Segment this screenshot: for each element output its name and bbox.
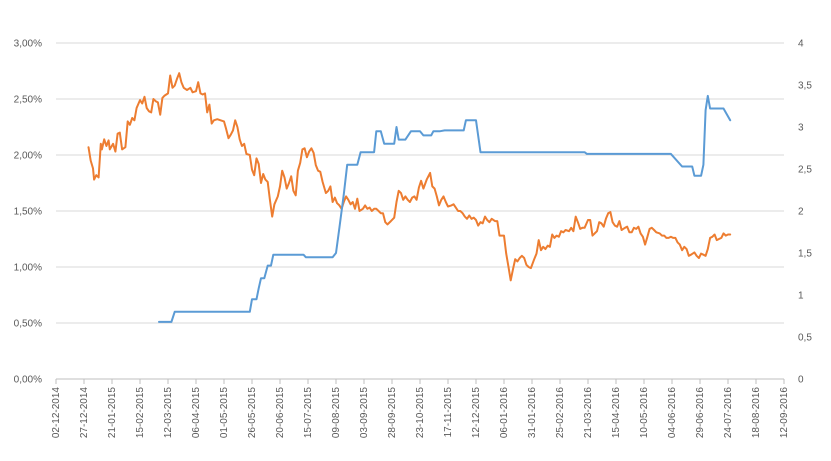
x-tick-label: 29-06-2016: [695, 387, 706, 439]
x-tick-label: 26-05-2015: [247, 387, 258, 439]
series-line-1: [87, 72, 732, 282]
x-tick-label: 15-07-2015: [303, 387, 314, 439]
y-axis-left: 0,00% 0,50% 1,00% 1,50% 2,00% 2,50% 3,00%: [14, 39, 42, 386]
y-left-tick-label: 0,00%: [14, 375, 42, 386]
y-left-tick-label: 1,00%: [14, 263, 42, 274]
x-tick-label: 31-01-2016: [527, 387, 538, 439]
y-right-tick-label: 1: [798, 291, 804, 302]
y-axis-right: 0 0,5 1 1,5 2 2,5 3 3,5 4: [798, 39, 812, 386]
y-left-tick-label: 2,50%: [14, 95, 42, 106]
series-group: [87, 72, 732, 323]
y-right-tick-label: 3,5: [798, 81, 812, 92]
x-tick-label: 23-10-2015: [415, 387, 426, 439]
x-tick-label: 15-02-2015: [135, 387, 146, 439]
y-right-tick-label: 2: [798, 207, 804, 218]
x-tick-label: 12-09-2016: [779, 387, 790, 439]
x-tick-label: 01-05-2015: [219, 387, 230, 439]
x-tick-label: 17-11-2015: [443, 387, 454, 438]
x-tick-label: 21-03-2016: [583, 387, 594, 439]
x-tick-label: 03-09-2015: [359, 387, 370, 439]
x-tick-label: 12-12-2015: [471, 387, 482, 439]
x-tick-label: 25-02-2016: [555, 387, 566, 439]
y-right-tick-label: 0: [798, 375, 804, 386]
y-left-tick-label: 1,50%: [14, 207, 42, 218]
x-tick-label: 20-06-2015: [275, 387, 286, 439]
x-tick-label: 12-03-2015: [163, 387, 174, 439]
x-tick-label: 06-04-2015: [191, 387, 202, 439]
y-left-tick-label: 3,00%: [14, 39, 42, 50]
y-right-tick-label: 2,5: [798, 165, 812, 176]
x-tick-label: 28-09-2015: [387, 387, 398, 439]
y-right-tick-label: 1,5: [798, 249, 812, 260]
x-tick-label: 04-06-2016: [667, 387, 678, 439]
x-axis: 02-12-2014 27-12-2014 21-01-2015 15-02-2015…: [51, 378, 790, 439]
x-tick-label: 06-01-2016: [499, 387, 510, 439]
x-tick-label: 24-07-2016: [723, 387, 734, 439]
x-tick-label: 02-12-2014: [51, 387, 62, 439]
y-left-tick-label: 2,00%: [14, 151, 42, 162]
y-right-tick-label: 3: [798, 123, 804, 134]
x-tick-label: 27-12-2014: [79, 387, 90, 439]
series-line-2: [158, 94, 732, 323]
x-tick-label: 15-04-2016: [611, 387, 622, 439]
y-left-tick-label: 0,50%: [14, 319, 42, 330]
x-tick-label: 18-08-2016: [751, 387, 762, 439]
x-tick-label: 09-08-2015: [331, 387, 342, 439]
x-tick-label: 10-05-2016: [639, 387, 650, 439]
x-tick-label: 21-01-2015: [107, 387, 118, 439]
y-right-tick-label: 0,5: [798, 333, 812, 344]
y-right-tick-label: 4: [798, 39, 804, 50]
